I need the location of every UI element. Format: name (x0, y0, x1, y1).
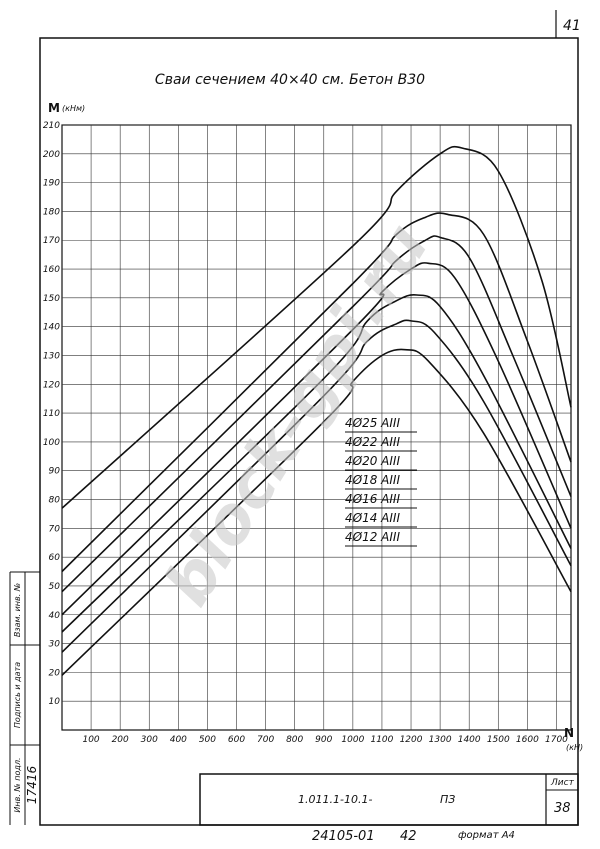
y-axis-label: M (48, 101, 60, 115)
y-axis-unit: (кНм) (62, 104, 85, 113)
y-tick-label: 210 (43, 121, 60, 131)
page-number: 41 (563, 18, 581, 34)
format-label: формат А4 (458, 830, 515, 841)
x-axis-unit: (кН) (566, 743, 583, 752)
binding-strip: Взам. инв. № Подпись и дата Инв. № подл.… (9, 571, 40, 825)
legend-label: 4Ø14 AIII (345, 511, 400, 525)
x-tick-label: 100 (82, 735, 99, 745)
x-tick-label: 900 (315, 735, 332, 745)
series-line (61, 235, 572, 593)
legend-label: 4Ø20 AIII (345, 454, 400, 468)
title-block: 1.011.1-10.1- ПЗ Лист 38 (199, 773, 579, 826)
y-tick-label: 160 (43, 265, 60, 275)
bottom-code: 24105-01 (312, 829, 375, 844)
x-axis-label: N (564, 726, 574, 740)
legend-label: 4Ø12 AIII (345, 530, 400, 544)
y-tick-label: 110 (43, 409, 60, 419)
x-tick-label: 200 (112, 735, 129, 745)
sheet-number: 38 (554, 801, 571, 816)
x-tick-label: 1000 (341, 735, 364, 745)
x-tick-label: 1600 (516, 735, 539, 745)
inv-value: 17416 (25, 766, 39, 805)
series-line (61, 348, 572, 676)
x-tick-label: 1100 (370, 735, 393, 745)
y-tick-label: 40 (49, 611, 61, 621)
y-tick-label: 80 (49, 496, 61, 506)
legend-label: 4Ø16 AIII (345, 492, 400, 506)
y-tick-label: 100 (43, 438, 60, 448)
y-tick-label: 90 (49, 467, 61, 477)
y-tick-label: 60 (49, 553, 61, 563)
y-tick-label: 190 (43, 179, 60, 189)
legend-label: 4Ø18 AIII (345, 473, 400, 487)
inv-no-label: Инв. № подл. (13, 757, 22, 812)
replace-inv-label: Взам. инв. № (13, 583, 22, 637)
y-tick-label: 120 (43, 380, 60, 390)
x-tick-label: 1400 (458, 735, 481, 745)
legend: 4Ø25 AIII 4Ø22 AIII 4Ø20 AIII 4Ø18 AIII 4Ø16… (345, 416, 417, 547)
y-tick-label: 50 (49, 582, 61, 592)
tick-labels: 100 200 300 400 500 600 700 800 900 1000 1100 1200 1… (43, 121, 568, 745)
y-tick-label: 70 (49, 524, 61, 534)
x-tick-label: 800 (286, 735, 303, 745)
x-tick-label: 1700 (545, 735, 568, 745)
y-tick-label: 30 (49, 640, 61, 650)
legend-label: 4Ø22 AIII (345, 435, 400, 449)
x-tick-label: 700 (257, 735, 274, 745)
series-line (61, 319, 572, 653)
doc-code: 1.011.1-10.1- (298, 793, 372, 806)
x-tick-label: 1300 (429, 735, 452, 745)
x-tick-label: 1200 (400, 735, 423, 745)
y-tick-label: 170 (43, 236, 60, 246)
sign-date-label: Подпись и дата (13, 662, 22, 728)
series-line (61, 145, 572, 509)
sheet-label: Лист (550, 778, 575, 788)
legend-label: 4Ø25 AIII (345, 416, 400, 430)
y-tick-label: 10 (49, 697, 61, 707)
y-tick-label: 20 (49, 668, 61, 678)
series-line (61, 262, 572, 616)
y-tick-label: 200 (43, 150, 60, 160)
series-lines (61, 145, 572, 676)
title-block-frame (199, 773, 579, 826)
y-tick-label: 140 (43, 323, 60, 333)
bottom-number: 42 (400, 829, 417, 844)
x-tick-label: 600 (228, 735, 245, 745)
series-line (61, 293, 572, 633)
x-tick-label: 1500 (487, 735, 510, 745)
x-tick-label: 500 (199, 735, 216, 745)
y-tick-label: 150 (43, 294, 60, 304)
doc-type: ПЗ (440, 793, 455, 806)
chart-title: Сваи сечением 40×40 см. Бетон В30 (155, 72, 425, 88)
y-tick-label: 180 (43, 207, 60, 217)
x-tick-label: 300 (141, 735, 158, 745)
y-tick-label: 130 (43, 351, 60, 361)
x-tick-label: 400 (170, 735, 187, 745)
series-line (61, 212, 572, 573)
